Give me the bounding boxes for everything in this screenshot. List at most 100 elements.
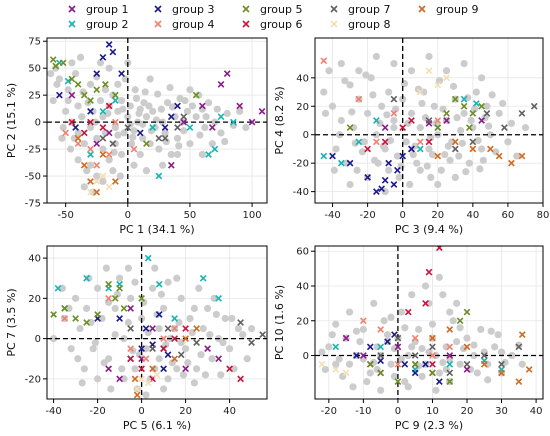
background-point — [208, 355, 216, 363]
group-4-point — [74, 140, 82, 148]
group-6-point — [226, 365, 233, 373]
group-4-point — [377, 326, 385, 333]
background-point — [407, 67, 416, 75]
group-3-point — [384, 338, 391, 345]
background-point — [142, 113, 151, 121]
group-2-point — [217, 113, 225, 121]
legend-item-group-9: group 9 — [418, 3, 478, 16]
background-point — [110, 148, 118, 156]
background-point — [74, 129, 82, 137]
background-point — [181, 96, 189, 105]
group-3-point — [138, 345, 145, 353]
background-point — [104, 109, 112, 118]
group-2-point — [205, 151, 212, 158]
background-point — [178, 118, 187, 126]
group-6-point — [435, 246, 443, 252]
axes-frame — [314, 37, 544, 204]
group-3-point — [56, 91, 63, 99]
background-point — [453, 299, 461, 307]
group-2-point — [460, 95, 468, 103]
background-point — [154, 90, 162, 98]
group-6-point — [404, 308, 412, 316]
background-point — [99, 177, 107, 186]
group-6-point — [381, 138, 389, 146]
x-tick-label: -50 — [57, 210, 73, 221]
background-point — [372, 131, 380, 139]
group-1-point — [180, 118, 188, 126]
group-7-point — [463, 360, 471, 368]
group-8-point — [332, 366, 340, 373]
background-point — [413, 159, 421, 167]
group-7-point — [501, 124, 508, 131]
group-5-point — [74, 81, 82, 88]
background-point — [114, 80, 122, 88]
group-5-point — [429, 369, 436, 377]
background-point — [186, 140, 194, 148]
y-tick-label: -75 — [25, 199, 41, 210]
group-6-point — [422, 300, 429, 307]
background-point — [131, 278, 139, 286]
group-9-point — [149, 365, 156, 373]
background-point — [201, 371, 209, 379]
background-point — [383, 331, 392, 339]
background-point — [184, 359, 192, 367]
background-point — [164, 278, 172, 286]
background-point — [387, 360, 395, 368]
group-8-point — [99, 172, 107, 180]
group-9-point — [74, 134, 82, 142]
background-point — [211, 118, 219, 126]
background-point — [330, 166, 338, 174]
y-axis-label: PC 4 (8.2 %) — [273, 86, 286, 154]
background-point — [64, 96, 72, 105]
x-tick-label: -40 — [324, 210, 340, 221]
background-point — [228, 314, 236, 323]
background-point — [49, 96, 57, 105]
background-point — [345, 360, 354, 368]
background-point — [85, 274, 93, 282]
group-2-point — [230, 118, 237, 126]
background-point — [53, 80, 61, 88]
background-point — [349, 383, 357, 391]
group-9-point — [446, 326, 454, 333]
background-point — [458, 139, 466, 147]
group-2-point — [99, 107, 107, 115]
background-point — [64, 86, 72, 94]
background-point — [453, 338, 461, 346]
background-point — [130, 127, 138, 135]
x-tick-label: -20 — [321, 406, 337, 417]
background-point — [62, 107, 70, 115]
background-point — [408, 291, 416, 299]
background-point — [71, 69, 80, 78]
background-point — [442, 67, 451, 75]
background-point — [163, 99, 172, 107]
group-5-point — [72, 315, 79, 322]
y-tick-label: 0 — [35, 334, 41, 345]
group-1-point — [199, 102, 206, 110]
group-8-point — [144, 379, 152, 387]
background-point — [72, 294, 80, 302]
background-point — [418, 372, 426, 380]
group-8-point — [105, 183, 113, 191]
legend-label-group-6: group 6 — [260, 18, 302, 31]
group-4-point — [411, 334, 419, 342]
background-point — [378, 102, 386, 110]
group-7-point — [109, 140, 117, 148]
background-point — [155, 324, 163, 333]
group-3-point — [118, 70, 125, 77]
group-9-point — [193, 325, 200, 332]
group-2-point — [155, 280, 163, 288]
group-3-point — [390, 181, 398, 188]
group-4-point — [142, 355, 150, 363]
background-point — [472, 88, 480, 96]
legend-marker-group-4 — [154, 20, 162, 28]
background-point — [111, 304, 119, 313]
background-point — [86, 161, 95, 169]
background-point — [390, 344, 399, 353]
background-point — [370, 299, 378, 307]
background-point — [456, 360, 464, 368]
background-point — [407, 109, 416, 117]
group-1-point — [258, 107, 266, 115]
background-point — [153, 310, 161, 319]
background-point — [117, 96, 126, 105]
group-9-point — [182, 335, 189, 342]
